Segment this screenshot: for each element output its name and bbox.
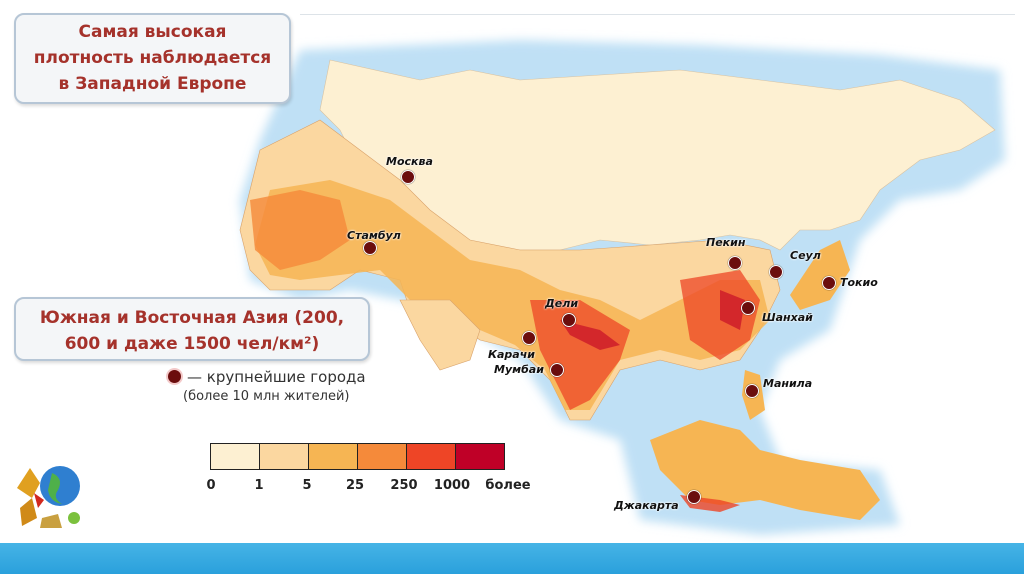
callout-line: Южная и Восточная Азия (200, bbox=[39, 308, 345, 328]
city-marker bbox=[687, 490, 701, 504]
city-marker bbox=[522, 331, 536, 345]
city-label: Мумбаи bbox=[494, 363, 544, 376]
city-label: Сеул bbox=[790, 249, 821, 262]
city-marker bbox=[741, 301, 755, 315]
scale-tick: 250 bbox=[390, 478, 418, 493]
slide-margin bbox=[0, 530, 135, 544]
callout-line: плотность наблюдается bbox=[33, 48, 272, 68]
scale-swatch bbox=[309, 444, 358, 469]
callout-asia: Южная и Восточная Азия (200, 600 и даже … bbox=[14, 297, 370, 361]
city-label: Пекин bbox=[706, 236, 746, 249]
city-marker bbox=[728, 256, 742, 270]
slide-footer-band bbox=[0, 543, 1024, 574]
city-label: Карачи bbox=[488, 348, 535, 361]
slide-top-rule bbox=[300, 14, 1015, 15]
city-label: Москва bbox=[386, 155, 433, 168]
city-label: Манила bbox=[763, 377, 813, 390]
scale-swatch bbox=[456, 444, 504, 469]
city-dot-icon bbox=[168, 370, 181, 383]
legend-city-marker: — крупнейшие города bbox=[168, 368, 366, 386]
city-marker bbox=[550, 363, 564, 377]
city-label: Токио bbox=[840, 276, 878, 289]
city-marker bbox=[769, 265, 783, 279]
density-scale bbox=[210, 443, 505, 470]
scale-tick: 0 bbox=[206, 478, 216, 493]
city-marker bbox=[745, 384, 759, 398]
scale-swatch bbox=[407, 444, 456, 469]
city-label: Джакарта bbox=[614, 499, 679, 512]
legend-city-sub: (более 10 млн жителей) bbox=[183, 389, 350, 404]
scale-tick: 25 bbox=[345, 478, 365, 493]
city-marker bbox=[562, 313, 576, 327]
callout-west-europe: Самая высокая плотность наблюдается в За… bbox=[14, 13, 291, 104]
land-dense bbox=[250, 190, 760, 512]
callout-line: в Западной Европе bbox=[58, 74, 247, 94]
city-label: Дели bbox=[545, 297, 579, 310]
city-marker bbox=[401, 170, 415, 184]
land-sparse bbox=[239, 59, 996, 520]
scale-tick: 1 bbox=[254, 478, 264, 493]
scale-tick: 5 bbox=[302, 478, 312, 493]
scale-swatch bbox=[358, 444, 407, 469]
city-label: Стамбул bbox=[347, 229, 401, 242]
legend-city-label: — крупнейшие города bbox=[187, 368, 366, 386]
city-marker bbox=[363, 241, 377, 255]
scale-tick: 1000 bbox=[433, 478, 471, 493]
callout-line: 600 и даже 1500 чел/км²) bbox=[64, 334, 320, 354]
callout-line: Самая высокая bbox=[78, 22, 227, 42]
scale-tick: более bbox=[485, 478, 531, 493]
scale-swatch bbox=[211, 444, 260, 469]
scale-swatch bbox=[260, 444, 309, 469]
globe-logo-icon bbox=[17, 466, 80, 528]
city-label: Шанхай bbox=[762, 311, 813, 324]
city-marker bbox=[822, 276, 836, 290]
